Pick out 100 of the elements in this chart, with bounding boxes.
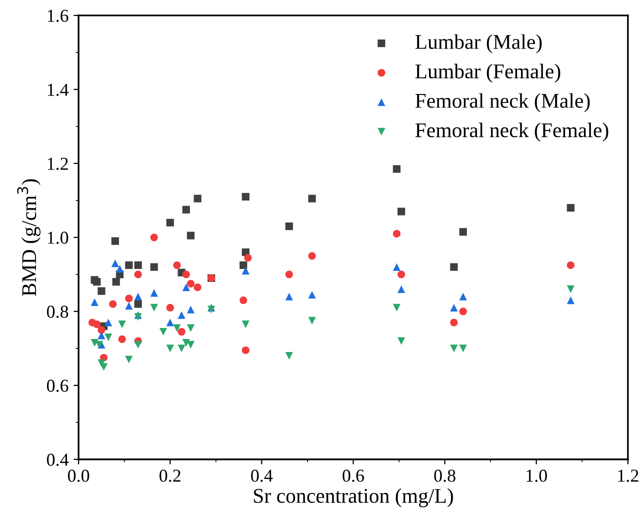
point (116, 265, 124, 273)
point (392, 230, 401, 238)
point (98, 332, 106, 340)
point (285, 292, 293, 300)
x-tick-label: 0.2 (160, 470, 180, 482)
y-tick-label: 1.4 (48, 84, 69, 96)
point (194, 194, 202, 202)
point (392, 165, 401, 173)
point (242, 192, 250, 201)
point (459, 308, 467, 316)
x-tick-label: 0.0 (68, 470, 90, 482)
point (240, 261, 248, 269)
point (285, 270, 293, 278)
x-tick-label: 1.0 (526, 470, 547, 482)
point (242, 320, 250, 328)
point (392, 304, 401, 312)
point (397, 285, 406, 294)
point (90, 298, 98, 306)
point (450, 344, 458, 352)
point (244, 254, 252, 262)
point (397, 337, 406, 345)
legend-label: Femoral neck (Female) (415, 122, 608, 142)
point (186, 232, 195, 240)
point (459, 228, 467, 236)
point (134, 261, 142, 269)
point (459, 344, 467, 352)
point (240, 296, 248, 304)
point (118, 320, 126, 328)
point (450, 304, 458, 312)
y-tick-label: 0.6 (46, 380, 68, 392)
y-tick-label: 0.8 (46, 306, 68, 318)
point (242, 266, 250, 275)
point (150, 263, 158, 271)
point (173, 261, 181, 269)
point (182, 284, 190, 292)
point (166, 218, 174, 226)
point (186, 280, 195, 288)
point (186, 306, 195, 314)
y-axis-title: BMD (g/cm$^{3}$) (17, 179, 40, 296)
point (166, 318, 174, 326)
point (308, 194, 316, 202)
point (566, 204, 574, 212)
point (112, 278, 120, 286)
point (397, 208, 406, 216)
point (397, 270, 406, 278)
x-tick-label: 0.6 (342, 470, 364, 482)
point (566, 285, 574, 294)
point (93, 320, 101, 328)
point (150, 289, 158, 297)
point (285, 222, 293, 230)
legend-label: Femoral neck (Male) (415, 93, 590, 112)
point (134, 270, 142, 278)
point (98, 326, 106, 334)
point (186, 324, 195, 332)
point (242, 346, 250, 354)
point (182, 270, 190, 278)
point (182, 206, 190, 214)
legend-label: Lumbar (Female) (415, 64, 560, 83)
point (118, 335, 126, 343)
point (90, 339, 98, 347)
point (134, 340, 142, 348)
point (104, 333, 112, 342)
point (173, 324, 181, 332)
y-tick-label: 1.2 (48, 158, 68, 170)
point (178, 328, 186, 336)
point (178, 344, 186, 352)
point (166, 344, 174, 352)
y-tick-label: 1.0 (48, 232, 68, 244)
point (178, 311, 186, 319)
point (166, 304, 174, 312)
point (308, 290, 316, 299)
legend-label: Lumbar (Male) (415, 34, 542, 54)
point (450, 318, 458, 326)
point (159, 328, 168, 336)
x-tick-label: 1.2 (618, 470, 638, 482)
point (450, 263, 458, 271)
y-tick-label: 1.6 (48, 10, 68, 22)
point (109, 300, 117, 308)
point (150, 234, 158, 242)
point (182, 339, 190, 347)
point (111, 237, 119, 245)
point (98, 287, 106, 295)
point (459, 292, 467, 300)
y-tick-label: 0.4 (46, 454, 69, 466)
point (111, 260, 119, 268)
point (125, 356, 133, 364)
point (134, 292, 142, 300)
point (134, 300, 142, 308)
x-tick-label: 0.8 (434, 470, 456, 482)
point (104, 318, 112, 326)
point (566, 296, 574, 304)
point (308, 252, 316, 260)
point (125, 294, 133, 302)
point (125, 261, 133, 269)
point (150, 304, 158, 312)
point (194, 284, 202, 292)
point (125, 302, 133, 310)
point (93, 278, 101, 286)
x-axis-title: Sr concentration (mg/L) (254, 488, 453, 508)
point (308, 316, 316, 324)
